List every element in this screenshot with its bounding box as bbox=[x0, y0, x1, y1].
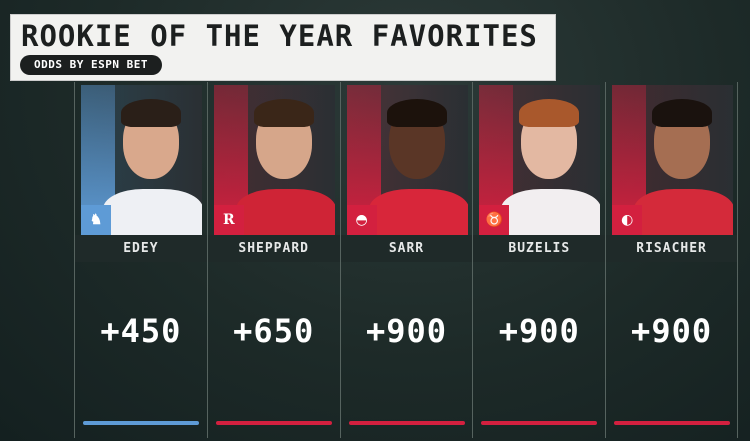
player-odds: +900 bbox=[498, 312, 580, 350]
team-logo-icon: ♉ bbox=[479, 205, 510, 235]
player-name: EDEY bbox=[75, 235, 207, 262]
title-card: ROOKIE OF THE YEAR FAVORITES ODDS BY ESP… bbox=[10, 14, 556, 81]
player-odds: +900 bbox=[365, 312, 448, 350]
jersey bbox=[235, 189, 335, 235]
jersey bbox=[634, 189, 734, 235]
player-column: ◐ RISACHER +900 bbox=[605, 82, 738, 438]
team-logo-icon: ♞ bbox=[81, 205, 111, 235]
player-odds: +650 bbox=[233, 312, 315, 350]
team-color-bar bbox=[614, 421, 731, 425]
player-column: ♉ BUZELIS +900 bbox=[472, 82, 606, 438]
player-column: R SHEPPARD +650 bbox=[206, 82, 340, 438]
team-color-bar bbox=[83, 421, 199, 425]
player-name: BUZELIS bbox=[473, 235, 606, 262]
page-title: ROOKIE OF THE YEAR FAVORITES bbox=[21, 19, 538, 53]
jersey bbox=[103, 189, 202, 235]
player-photo: ◐ bbox=[612, 85, 734, 235]
player-hair bbox=[253, 99, 314, 127]
player-hair bbox=[519, 99, 580, 127]
player-photo: ◓ bbox=[346, 85, 468, 235]
player-name: SARR bbox=[340, 235, 473, 262]
team-color-bar bbox=[348, 421, 465, 425]
player-photo: ♞ bbox=[81, 85, 202, 235]
player-name: RISACHER bbox=[606, 235, 737, 262]
jersey bbox=[501, 189, 601, 235]
player-column: ♞ EDEY +450 bbox=[74, 82, 207, 438]
team-logo-icon: R bbox=[213, 205, 244, 235]
team-color-bar bbox=[481, 421, 598, 425]
player-hair bbox=[386, 99, 447, 127]
odds-source-badge: ODDS BY ESPN BET bbox=[20, 55, 162, 75]
player-name: SHEPPARD bbox=[207, 235, 340, 262]
favorites-table: ♞ EDEY +450 R SHEPPARD +650 ◓ SARR +900 … bbox=[74, 82, 738, 438]
player-photo: R bbox=[213, 85, 335, 235]
team-color-bar bbox=[215, 421, 332, 425]
player-photo: ♉ bbox=[479, 85, 601, 235]
player-column: ◓ SARR +900 bbox=[339, 82, 473, 438]
team-logo-icon: ◓ bbox=[346, 205, 377, 235]
player-hair bbox=[121, 99, 181, 127]
player-odds: +900 bbox=[631, 312, 713, 350]
player-hair bbox=[652, 99, 713, 127]
player-odds: +450 bbox=[100, 312, 182, 350]
team-logo-icon: ◐ bbox=[612, 205, 643, 235]
jersey bbox=[368, 189, 468, 235]
